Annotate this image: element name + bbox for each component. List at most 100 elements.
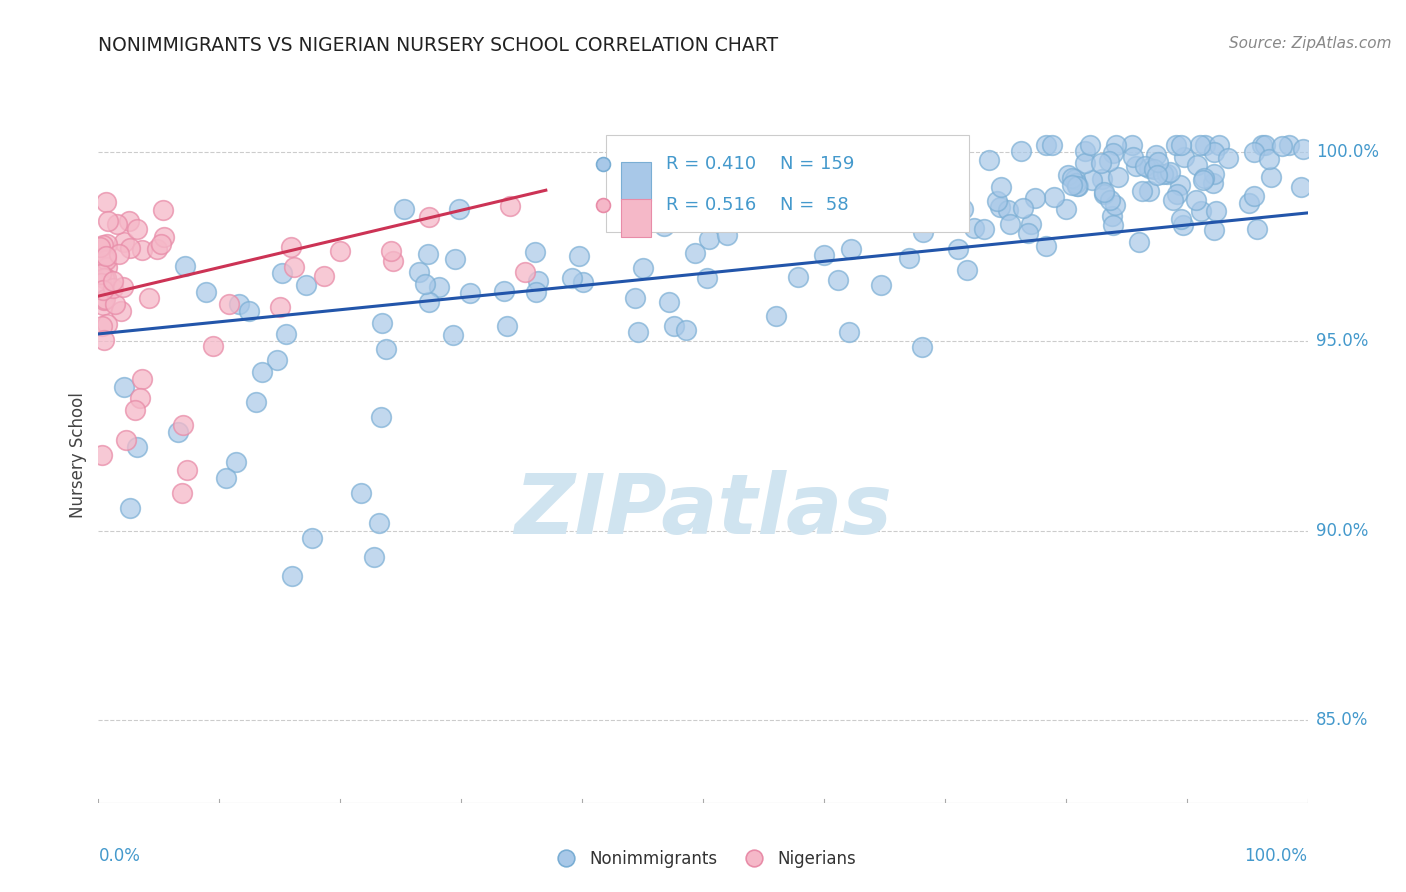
Point [1292, 142, 1315, 156]
FancyBboxPatch shape [621, 162, 651, 201]
Text: 90.0%: 90.0% [1316, 522, 1368, 540]
Point [1091, 172, 1114, 186]
Point [131, 244, 153, 258]
Text: 85.0%: 85.0% [1316, 711, 1368, 729]
Point [1188, 137, 1211, 152]
Point [138, 291, 160, 305]
Point [127, 222, 149, 236]
Point [1066, 179, 1088, 194]
Point [716, 227, 738, 242]
Point [1074, 145, 1097, 159]
Point [1192, 173, 1215, 187]
Point [685, 246, 707, 260]
Point [1194, 137, 1216, 152]
Point [93, 333, 115, 347]
Point [627, 325, 650, 339]
Point [118, 241, 141, 255]
Point [527, 274, 550, 288]
Point [1171, 218, 1194, 232]
Point [787, 270, 810, 285]
Point [408, 265, 430, 279]
Point [266, 353, 288, 368]
Point [118, 214, 141, 228]
Point [1173, 150, 1195, 164]
Point [1122, 150, 1144, 164]
Point [1205, 204, 1227, 219]
Text: R = 0.410: R = 0.410 [665, 155, 755, 173]
Point [350, 485, 373, 500]
Point [1202, 223, 1225, 237]
Point [1130, 184, 1153, 198]
Point [96, 251, 118, 265]
Point [1102, 218, 1125, 232]
Point [524, 285, 547, 300]
Point [280, 240, 302, 254]
Text: N = 159: N = 159 [780, 155, 855, 173]
Text: R = 0.516: R = 0.516 [665, 196, 756, 214]
Point [103, 280, 125, 294]
Point [115, 433, 138, 447]
Point [150, 237, 173, 252]
Point [1019, 217, 1042, 231]
Point [1099, 193, 1122, 207]
Point [218, 296, 240, 310]
Point [1040, 137, 1063, 152]
Point [1133, 159, 1156, 173]
Point [174, 259, 197, 273]
Point [1105, 138, 1128, 153]
FancyBboxPatch shape [606, 135, 969, 232]
Point [1243, 145, 1265, 160]
Point [129, 391, 152, 405]
Point [131, 372, 153, 386]
Point [1257, 152, 1279, 166]
Point [1278, 137, 1301, 152]
Point [1078, 137, 1101, 152]
Point [118, 500, 141, 515]
Point [652, 219, 675, 233]
Point [105, 217, 128, 231]
Text: 100.0%: 100.0% [1244, 847, 1308, 865]
Point [990, 179, 1012, 194]
Point [375, 342, 398, 356]
Text: ZIPatlas: ZIPatlas [515, 470, 891, 551]
Point [444, 252, 467, 266]
Point [492, 285, 515, 299]
Point [911, 225, 934, 239]
Point [382, 254, 405, 268]
Point [1161, 193, 1184, 207]
Point [1194, 171, 1216, 186]
Point [561, 270, 583, 285]
Point [91, 318, 114, 333]
Point [1271, 139, 1294, 153]
Point [427, 279, 450, 293]
Point [1237, 195, 1260, 210]
Point [1043, 190, 1066, 204]
Point [813, 248, 835, 262]
Point [270, 267, 292, 281]
Point [194, 285, 217, 300]
Point [745, 212, 768, 227]
Point [104, 297, 127, 311]
Point [1057, 168, 1080, 182]
Point [572, 275, 595, 289]
Point [1243, 189, 1265, 203]
Point [1104, 198, 1126, 212]
Point [93, 293, 115, 307]
Point [367, 516, 389, 530]
Point [1164, 137, 1187, 152]
Point [1216, 151, 1239, 165]
Point [1011, 202, 1033, 216]
Point [1168, 178, 1191, 192]
Point [524, 244, 547, 259]
Point [103, 274, 125, 288]
Point [1063, 171, 1085, 186]
Point [898, 252, 921, 266]
Point [1187, 158, 1209, 172]
Point [911, 340, 934, 354]
Text: Source: ZipAtlas.com: Source: ZipAtlas.com [1229, 36, 1392, 51]
Point [1102, 145, 1125, 160]
Point [513, 265, 536, 279]
Point [1128, 235, 1150, 249]
Point [250, 365, 273, 379]
Point [1125, 159, 1147, 173]
